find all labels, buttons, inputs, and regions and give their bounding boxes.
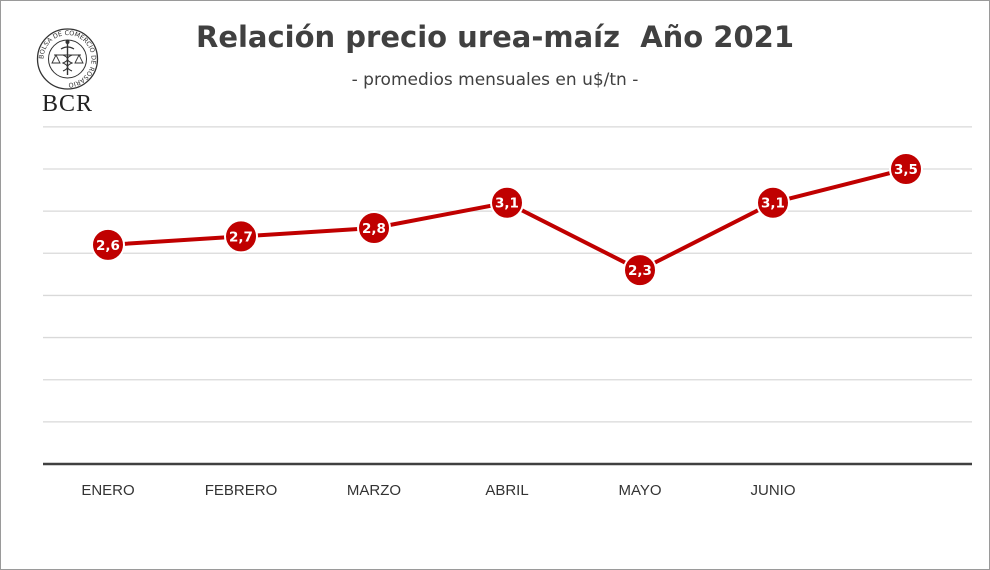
data-label: 3,1: [495, 196, 519, 212]
x-tick-label: MARZO: [347, 482, 401, 499]
data-point-marker: [357, 211, 391, 245]
data-label: 3,5: [894, 162, 918, 178]
gridlines: [43, 126, 972, 423]
x-tick-label: ABRIL: [485, 482, 528, 499]
x-tick-label: ENERO: [81, 482, 134, 499]
data-point-marker: [224, 219, 258, 254]
data-point-marker: [889, 152, 923, 186]
data-point-marker: [490, 185, 524, 220]
data-label: 2,6: [96, 238, 120, 254]
x-tick-label: FEBRERO: [205, 482, 278, 499]
x-tick-label: MAYO: [618, 482, 661, 499]
data-label: 2,7: [229, 229, 253, 245]
data-label: 3,1: [761, 196, 785, 212]
logo-bcr-text: BCR: [41, 91, 94, 117]
data-point-marker: [623, 253, 657, 288]
data-label: 2,3: [628, 263, 652, 279]
data-label: 2,8: [362, 221, 386, 237]
x-tick-labels: ENERO FEBRERO MARZO ABRIL MAYO JUNIO: [81, 482, 795, 499]
data-points: 2,6 2,7 2,8 3,1 2,3 3,1 3,5: [91, 152, 923, 288]
data-point-marker: [91, 227, 125, 262]
bcr-seal-logo: BOLSA DE COMERCIO DE ROSARIO: [36, 28, 99, 90]
x-tick-label: JUNIO: [751, 482, 796, 499]
chart-subtitle: - promedios mensuales en u$/tn -: [351, 70, 639, 90]
data-point-marker: [756, 185, 790, 220]
chart-title: Relación precio urea-maíz Año 2021: [195, 20, 795, 54]
